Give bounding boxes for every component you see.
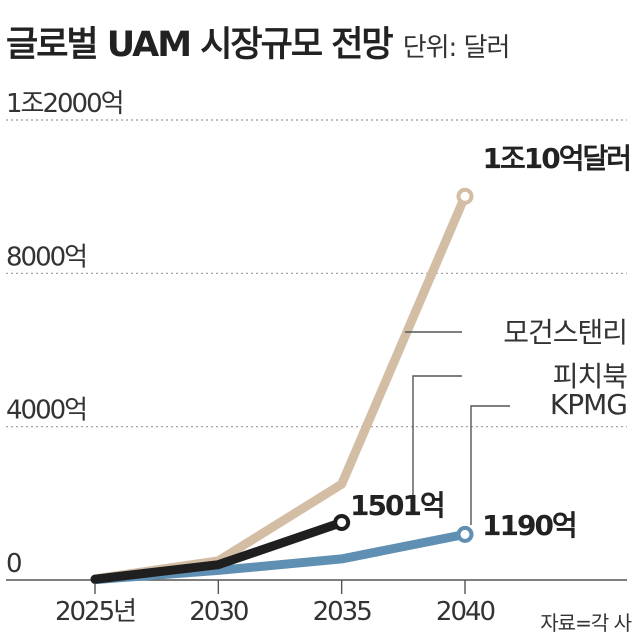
end-point-marker-morgan xyxy=(456,187,474,205)
legend-label-morgan: 모건스탠리 xyxy=(503,316,627,349)
x-tick-label: 2030 xyxy=(189,597,248,627)
y-tick-label: 4000억 xyxy=(6,396,86,426)
legend-label-kpmg: KPMG xyxy=(550,388,627,421)
legend-leader-pitch xyxy=(412,375,462,515)
legend-label-pitch: 피치북 xyxy=(553,360,628,393)
data-label-morgan: 1조10억달러 xyxy=(483,142,631,175)
y-tick-label: 1조2000억 xyxy=(6,89,123,119)
data-labels: 1조10억달러 1501억 1190억 xyxy=(350,142,632,542)
y-tick-label: 0 xyxy=(6,549,21,579)
end-point-marker-kpmg xyxy=(456,525,474,543)
unit-label: 단위: 달러 xyxy=(402,33,511,63)
y-tick-label: 8000억 xyxy=(6,242,86,272)
grid xyxy=(6,119,627,428)
series-lines xyxy=(90,187,474,585)
title-row: 글로벌 UAM 시장규모 전망 단위: 달러 xyxy=(6,16,511,67)
series-line-pitch xyxy=(90,517,347,584)
source-note: 자료=각 사 xyxy=(540,611,631,635)
x-tick-label: 2035 xyxy=(313,597,372,627)
chart-title: 글로벌 UAM 시장규모 전망 xyxy=(6,25,394,65)
legend-leader-kpmg xyxy=(470,405,510,525)
y-axis-ticks: 0 4000억 8000억 1조2000억 xyxy=(6,89,125,579)
x-axis: 2025년 2030 2035 2040 xyxy=(6,579,627,627)
end-point-marker-pitch xyxy=(333,513,351,531)
data-label-pitch: 1501억 xyxy=(350,489,444,522)
data-label-kpmg: 1190억 xyxy=(482,509,576,542)
x-tick-label: 2025년 xyxy=(55,597,135,627)
x-tick-label: 2040 xyxy=(436,597,495,627)
